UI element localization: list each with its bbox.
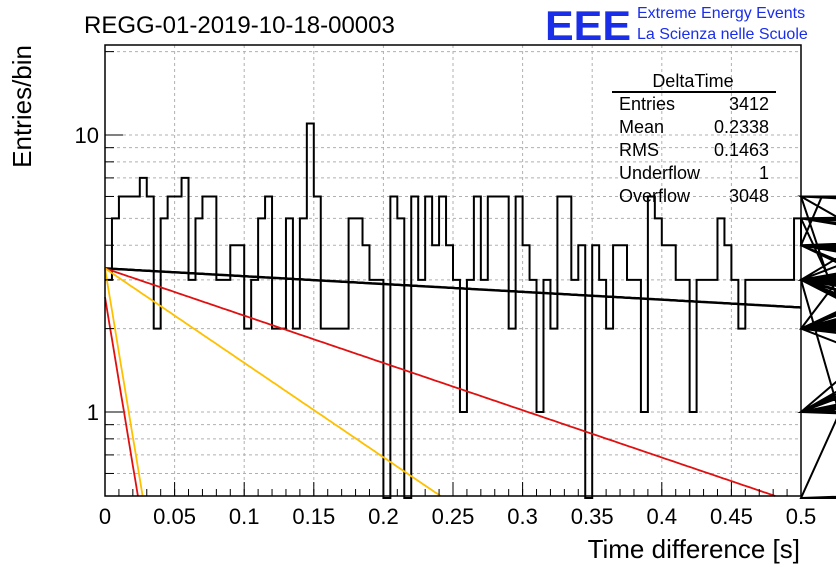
x-tick-label: 0.1 (229, 504, 260, 529)
fit-line-3 (104, 267, 442, 497)
logo-mark: EEE (545, 2, 631, 49)
axis-ticks: 0 0.05 0.1 0.15 0.2 0.25 0.3 0.35 0.4 0.45 0.5 1 10 (75, 51, 817, 529)
x-tick-label: 0.2 (368, 504, 399, 529)
stats-label: Mean (619, 117, 664, 137)
y-tick-label: 10 (75, 123, 99, 148)
stats-label: RMS (619, 140, 659, 160)
x-tick-label: 0.4 (647, 504, 678, 529)
x-axis-title: Time difference [s] (588, 534, 800, 564)
x-tick-label: 0.3 (507, 504, 538, 529)
logo-line1: Extreme Energy Events (637, 5, 805, 22)
fit-lines (104, 267, 802, 497)
eee-logo: EEE Extreme Energy Events La Scienza nel… (545, 2, 808, 49)
stats-label: Underflow (619, 163, 701, 183)
x-tick-label: 0.15 (292, 504, 335, 529)
x-tick-label: 0.05 (153, 504, 196, 529)
x-tick-label: 0.35 (571, 504, 614, 529)
y-tick-label: 1 (87, 400, 99, 425)
fit-line-4 (104, 296, 139, 497)
stats-value: 3412 (729, 94, 769, 114)
stats-label: Entries (619, 94, 675, 114)
stats-title: DeltaTime (652, 71, 733, 91)
stats-value: 0.1463 (714, 140, 769, 160)
stats-value: 0.2338 (714, 117, 769, 137)
stats-box: DeltaTime Entries 3412 Mean 0.2338 RMS 0.1463… (612, 71, 776, 206)
chart-title: REGG-01-2019-10-18-00003 (84, 12, 395, 39)
x-tick-label: 0.25 (432, 504, 475, 529)
logo-line2: La Scienza nelle Scuole (637, 26, 808, 43)
fit-line-1 (104, 267, 802, 309)
x-tick-label: 0.5 (786, 504, 817, 529)
stats-value: 1 (759, 163, 769, 183)
fit-line-5 (104, 268, 144, 497)
plot-area: 0 0.05 0.1 0.15 0.2 0.25 0.3 0.35 0.4 0.45 0.5 1 10 (75, 44, 836, 529)
stats-value: 3048 (729, 186, 769, 206)
histogram-series (105, 122, 836, 499)
x-tick-label: 0 (99, 504, 111, 529)
x-tick-label: 0.45 (710, 504, 753, 529)
stats-label: Overflow (619, 186, 691, 206)
fit-line-2 (104, 267, 776, 497)
y-axis-title: Entries/bin (7, 45, 37, 168)
